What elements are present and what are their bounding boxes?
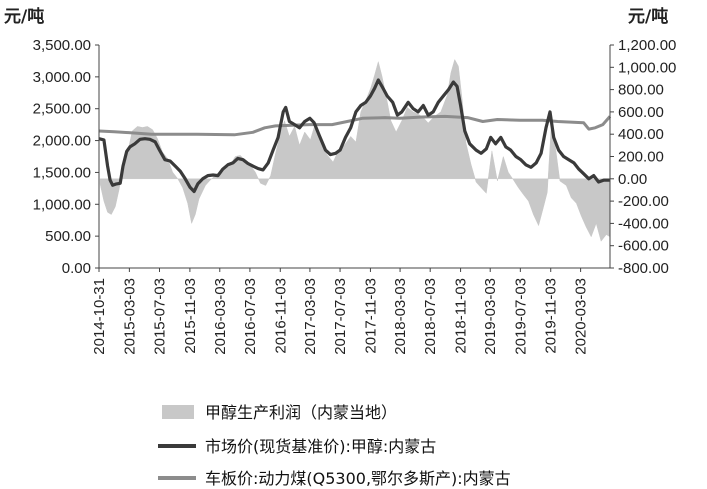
right-tick-label: 600.00 <box>618 104 664 121</box>
x-tick-label: 2018-11-03 <box>453 278 470 354</box>
right-tick-label: -400.00 <box>618 215 669 232</box>
x-tick-label: 2019-11-03 <box>543 278 560 354</box>
right-tick-label: -200.00 <box>618 193 669 210</box>
x-tick-label: 2015-07-03 <box>152 278 169 355</box>
x-tick-label: 2016-03-03 <box>212 278 229 355</box>
price-lines-layer <box>98 78 612 194</box>
series-coal-price-line <box>98 114 612 137</box>
series-profit-area <box>99 58 611 242</box>
right-tick-label: 800.00 <box>618 82 664 99</box>
x-tick-label: 2014-10-31 <box>91 278 108 355</box>
left-tick-label: 2,000.00 <box>33 133 91 150</box>
x-tick-label: 2019-03-03 <box>482 278 499 355</box>
x-tick-label: 2019-07-03 <box>512 278 529 355</box>
right-tick-label: -600.00 <box>618 238 669 255</box>
legend-label-coal: 车板价:动力煤(Q5300,鄂尔多斯产):内蒙古 <box>205 469 511 488</box>
x-tick-label: 2015-03-03 <box>121 278 138 355</box>
x-tick-label: 2018-03-03 <box>392 278 409 355</box>
x-tick-label: 2017-03-03 <box>302 278 319 355</box>
legend-swatch-profit <box>162 405 194 419</box>
right-tick-label: 1,000.00 <box>618 59 676 76</box>
x-tick-label: 2017-11-03 <box>362 278 379 354</box>
right-tick-label: 1,200.00 <box>618 37 676 54</box>
left-unit-label: 元/吨 <box>4 6 44 27</box>
profit-area-layer <box>99 58 611 242</box>
x-tick-label: 2020-03-03 <box>573 278 590 355</box>
right-tick-label: -800.00 <box>618 260 669 277</box>
right-tick-label: 200.00 <box>618 149 664 166</box>
legend: 甲醇生产利润（内蒙当地） 市场价(现货基准价):甲醇:内蒙古 车板价:动力煤(Q… <box>158 403 511 488</box>
left-tick-label: 1,500.00 <box>33 164 91 181</box>
x-tick-label: 2016-07-03 <box>242 278 259 355</box>
left-tick-label: 3,500.00 <box>33 37 91 54</box>
legend-label-methanol: 市场价(现货基准价):甲醇:内蒙古 <box>205 437 436 456</box>
x-tick-label: 2016-11-03 <box>272 278 289 354</box>
left-tick-label: 0.00 <box>62 260 91 277</box>
left-tick-label: 2,500.00 <box>33 101 91 118</box>
right-unit-label: 元/吨 <box>628 6 668 27</box>
x-tick-label: 2017-07-03 <box>332 278 349 355</box>
left-tick-label: 3,000.00 <box>33 69 91 86</box>
x-tick-label: 2015-11-03 <box>182 278 199 354</box>
left-tick-label: 500.00 <box>45 228 91 245</box>
series-methanol-price-line <box>98 78 610 194</box>
x-tick-label: 2018-07-03 <box>422 278 439 355</box>
left-tick-label: 1,000.00 <box>33 196 91 213</box>
axes-layer: 0.00 500.00 1,000.00 1,500.00 2,000.00 2,500.… <box>33 37 677 355</box>
right-tick-label: 400.00 <box>618 126 664 143</box>
right-tick-label: 0.00 <box>618 171 647 188</box>
legend-label-profit: 甲醇生产利润（内蒙当地） <box>205 403 397 422</box>
